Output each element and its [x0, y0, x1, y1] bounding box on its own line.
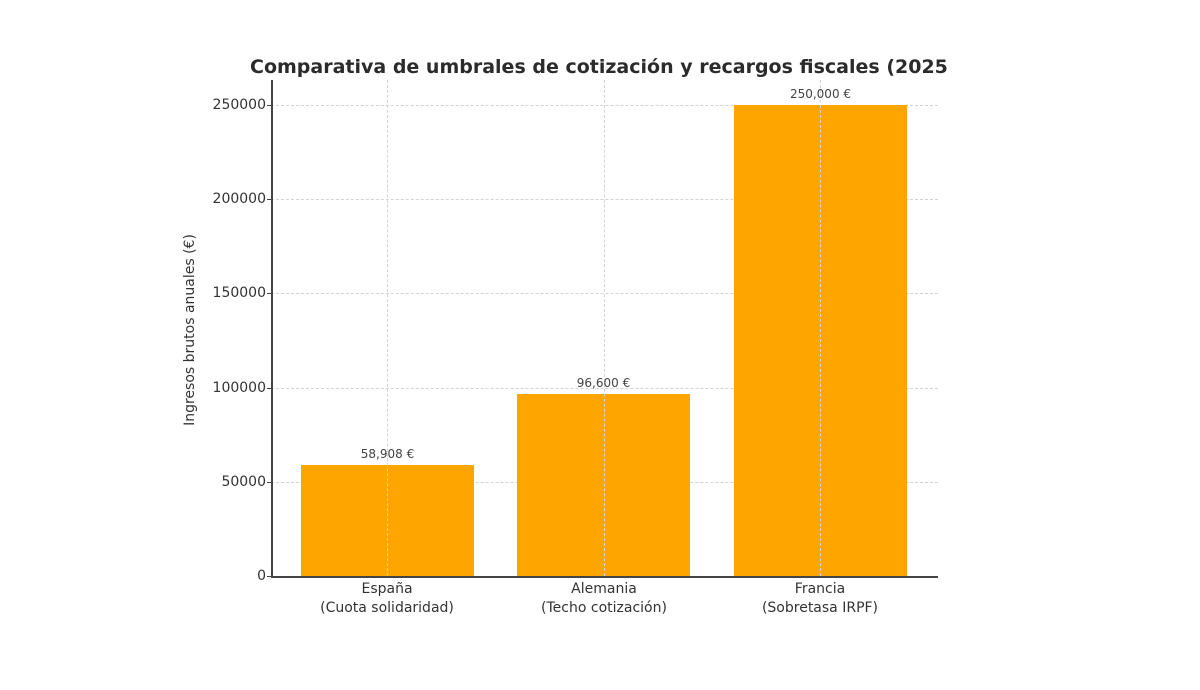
vgridline-3	[820, 80, 821, 576]
x-tick-subtitle: (Cuota solidaridad)	[320, 600, 454, 616]
y-tick-mark	[267, 293, 272, 294]
y-tick-label: 50000	[221, 474, 266, 490]
bar-value-label: 58,908 €	[360, 447, 415, 461]
y-tick-mark	[267, 388, 272, 389]
y-axis-line	[271, 80, 273, 577]
plot-area: 58,908 € 96,600 € 250,000 €	[271, 80, 938, 577]
bar-value-label: 96,600 €	[576, 376, 631, 390]
y-tick-mark	[267, 576, 272, 577]
chart-title: Comparativa de umbrales de cotización y …	[250, 56, 948, 78]
y-axis-label: Ingresos brutos anuales (€)	[182, 234, 198, 426]
x-tick-country: Alemania	[571, 581, 637, 597]
y-tick-mark	[267, 105, 272, 106]
vgridline-1	[387, 80, 388, 576]
bar-alemania	[517, 394, 690, 576]
x-tick-subtitle: (Techo cotización)	[541, 600, 667, 616]
x-tick-label-francia: Francia (Sobretasa IRPF)	[720, 580, 920, 618]
x-tick-label-alemania: Alemania (Techo cotización)	[504, 580, 704, 618]
y-tick-label: 250000	[212, 97, 266, 113]
y-tick-label: 200000	[212, 191, 266, 207]
vgridline-2	[604, 80, 605, 576]
x-tick-country: España	[361, 581, 413, 597]
x-axis-line	[271, 576, 938, 578]
y-tick-label: 150000	[212, 285, 266, 301]
y-tick-mark	[267, 199, 272, 200]
bar-value-label: 250,000 €	[789, 87, 852, 101]
y-tick-mark	[267, 482, 272, 483]
y-tick-label: 100000	[212, 380, 266, 396]
y-tick-label: 0	[257, 568, 266, 584]
x-tick-label-espana: España (Cuota solidaridad)	[287, 580, 487, 618]
x-tick-country: Francia	[794, 581, 846, 597]
x-tick-subtitle: (Sobretasa IRPF)	[761, 600, 879, 616]
